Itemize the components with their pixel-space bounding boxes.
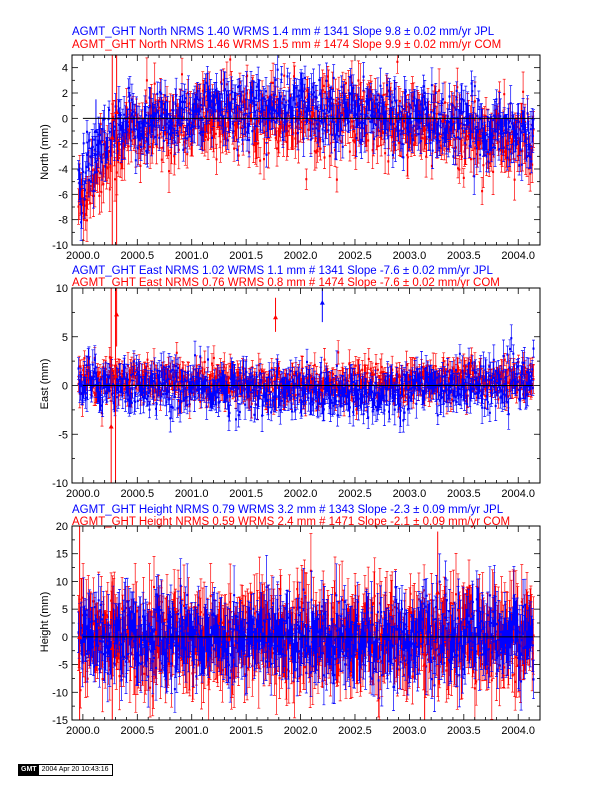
east-x-tick-label: 2003.5 xyxy=(447,488,481,500)
east-x-tick-label: 2001.0 xyxy=(175,488,209,500)
north-header-jpl: AGMT_GHT North NRMS 1.40 WRMS 1.4 mm # 1… xyxy=(72,26,495,38)
north-series-jpl xyxy=(77,55,535,242)
north-y-tick-label: 2 xyxy=(62,88,68,100)
east-y-axis-label: East (mm) xyxy=(39,359,51,410)
height-y-tick-label: 10 xyxy=(56,576,68,588)
gmt-logo: GMT xyxy=(19,765,39,775)
height-y-tick-label: 15 xyxy=(56,549,68,561)
east-panel: 2000.0 2000.5 2001.0 2001.5 2002.0 2002.5 2003… xyxy=(52,283,541,500)
north-y-axis-label: North (mm) xyxy=(39,124,51,180)
north-x-tick-label: 2000.0 xyxy=(66,250,100,262)
east-x-tick-label: 2003.0 xyxy=(393,488,427,500)
east-x-tick-label: 2004.0 xyxy=(501,488,535,500)
height-outlier-point-0 xyxy=(77,634,83,639)
east-outlier-point-4 xyxy=(273,314,279,320)
height-header-com: AGMT_GHT Height NRMS 0.59 WRMS 2.4 mm # … xyxy=(72,516,510,528)
height-y-tick-label: 0 xyxy=(62,632,68,644)
east-header-com: AGMT_GHT East NRMS 0.76 WRMS 0.8 mm # 14… xyxy=(72,277,500,289)
plot-timestamp: 2004 Apr 20 10:43:16 xyxy=(41,766,109,773)
east-y-tick-label: 0 xyxy=(62,381,68,393)
east-y-tick-label: 5 xyxy=(62,332,68,344)
height-y-axis-label: Height (mm) xyxy=(39,592,51,653)
height-jpl-points xyxy=(77,577,535,691)
east-series-jpl xyxy=(77,324,535,434)
east-jpl-error-bars xyxy=(77,324,535,434)
north-outlier-point-1 xyxy=(114,109,120,114)
north-com-error-bars xyxy=(77,55,535,242)
north-y-tick-label: -4 xyxy=(58,164,68,176)
height-x-tick-label: 2001.0 xyxy=(175,725,209,737)
north-x-tick-label: 2001.0 xyxy=(175,250,209,262)
north-header-com: AGMT_GHT North NRMS 1.46 WRMS 1.5 mm # 1… xyxy=(72,39,501,51)
height-x-tick-label: 2003.0 xyxy=(393,725,427,737)
north-x-tick-label: 2003.0 xyxy=(393,250,427,262)
east-jpl-points xyxy=(77,337,535,422)
height-y-tick-label: -5 xyxy=(58,660,68,672)
north-series-com xyxy=(77,55,535,242)
north-y-tick-label: -2 xyxy=(58,139,68,151)
east-x-tick-label: 2002.5 xyxy=(338,488,372,500)
height-y-tick-label: -15 xyxy=(52,715,68,727)
height-x-tick-label: 2003.5 xyxy=(447,725,481,737)
height-x-tick-label: 2004.0 xyxy=(501,725,535,737)
east-plot-area xyxy=(77,288,535,483)
north-x-tick-label: 2002.0 xyxy=(284,250,318,262)
height-y-tick-label: -10 xyxy=(52,687,68,699)
height-panel: 2000.0 2000.5 2001.0 2001.5 2002.0 2002.5 2003… xyxy=(52,521,541,737)
height-outlier-point-2 xyxy=(422,662,428,667)
north-axes-frame xyxy=(71,54,541,246)
north-y-tick-label: -6 xyxy=(58,189,68,201)
east-outlier-point-0 xyxy=(108,423,114,429)
north-outlier-point-0 xyxy=(109,134,115,140)
north-jpl-points xyxy=(77,68,535,224)
north-y-tick-label: -10 xyxy=(52,240,68,252)
north-x-tick-label: 2004.0 xyxy=(501,250,535,262)
gmt-timestamp-stamp: GMT 2004 Apr 20 10:43:16 xyxy=(18,764,113,776)
height-x-tick-label: 2002.5 xyxy=(338,725,372,737)
east-x-tick-label: 2001.5 xyxy=(229,488,263,500)
height-plot-area xyxy=(77,526,535,720)
north-outlier-point-2 xyxy=(93,128,99,133)
height-y-tick-label: 20 xyxy=(56,521,68,533)
east-header-jpl: AGMT_GHT East NRMS 1.02 WRMS 1.1 mm # 13… xyxy=(72,265,493,277)
height-y-tick-label: 5 xyxy=(62,604,68,616)
height-x-tick-label: 2000.0 xyxy=(66,725,100,737)
north-y-tick-label: 0 xyxy=(62,113,68,125)
height-series-jpl xyxy=(77,553,535,713)
north-y-tick-label: -8 xyxy=(58,215,68,227)
height-header-jpl: AGMT_GHT Height NRMS 0.79 WRMS 3.2 mm # … xyxy=(72,504,504,516)
north-x-tick-label: 2002.5 xyxy=(338,250,372,262)
east-outlier-point-2 xyxy=(114,311,120,317)
east-y-tick-label: 10 xyxy=(56,283,68,295)
height-x-tick-label: 2001.5 xyxy=(229,725,263,737)
north-x-tick-label: 2000.5 xyxy=(120,250,154,262)
height-outlier-point-3 xyxy=(435,590,441,595)
east-x-tick-label: 2002.0 xyxy=(284,488,318,500)
east-x-tick-label: 2000.0 xyxy=(66,488,100,500)
north-y-tick-label: 4 xyxy=(62,63,68,75)
east-y-tick-label: -5 xyxy=(58,429,68,441)
east-x-tick-label: 2000.5 xyxy=(120,488,154,500)
north-x-tick-label: 2003.5 xyxy=(447,250,481,262)
east-y-tick-label: -10 xyxy=(52,478,68,490)
north-x-tick-label: 2001.5 xyxy=(229,250,263,262)
east-outlier-point-3 xyxy=(319,300,325,305)
height-x-tick-label: 2002.0 xyxy=(284,725,318,737)
east-outlier-point-1 xyxy=(113,373,119,378)
height-x-tick-label: 2000.5 xyxy=(120,725,154,737)
height-outlier-point-1 xyxy=(109,645,115,650)
north-plot-area xyxy=(77,55,535,245)
north-panel: 2000.0 2000.5 2001.0 2001.5 2002.0 2002.5 2003… xyxy=(52,54,541,262)
